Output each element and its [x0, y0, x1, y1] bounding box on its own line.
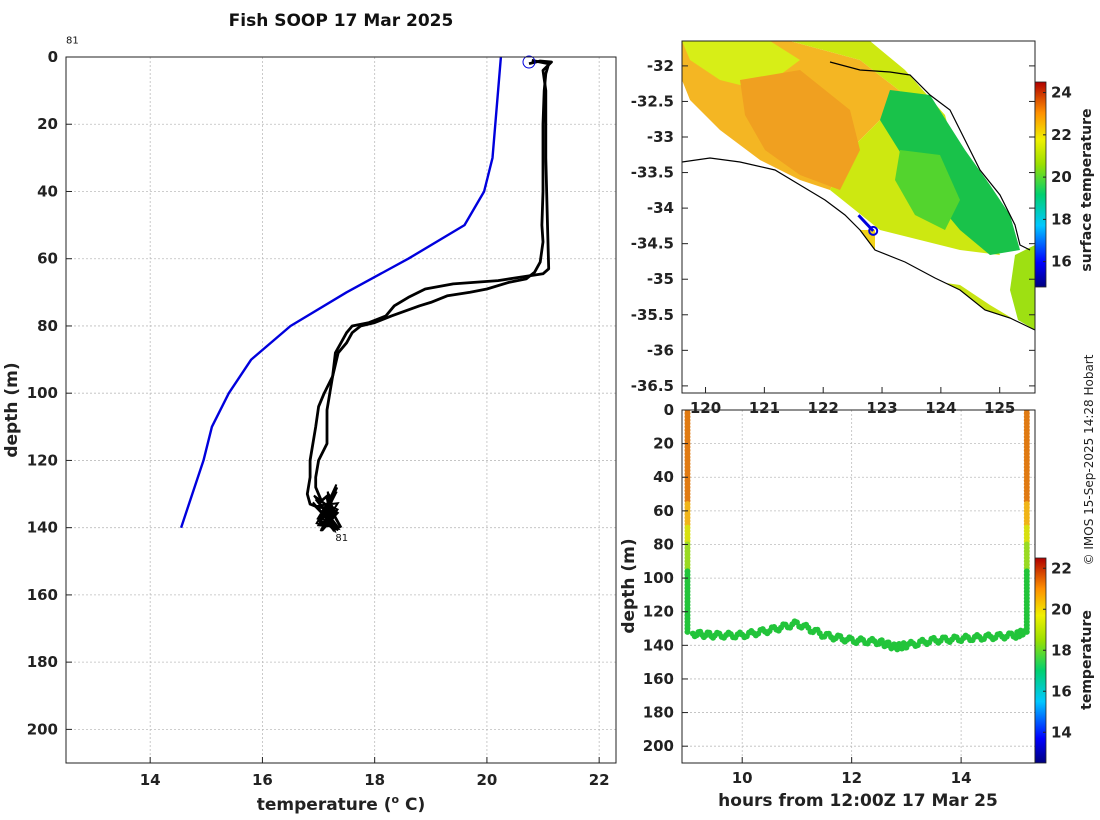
series-climatology [179, 56, 503, 529]
temperature-colorbar-ticks: 14 16 18 20 22 [1043, 559, 1072, 741]
section-y-tick-label: 0 [664, 401, 674, 419]
map-content [682, 41, 1035, 393]
map-panel: -32 -32.5 -33 -33.5 -34 -34.5 -35 -35.5 -36 -36.5… [631, 40, 1095, 417]
coastline-north [829, 61, 1031, 251]
vessel-position-marker [868, 225, 879, 236]
section-y-tick-label: 80 [653, 535, 674, 553]
section-grid [682, 409, 1035, 763]
map-y-tick-label: -34 [647, 199, 674, 217]
y-tick-label: 200 [27, 720, 58, 738]
section-x-tick-label: 12 [841, 769, 862, 787]
sst-orange-band [740, 70, 860, 190]
section-y-tick-label: 60 [653, 502, 674, 520]
temp-cb-tick-label: 18 [1051, 641, 1072, 659]
profile-annotation: 81 [335, 533, 348, 544]
section-y-tick-label: 160 [643, 670, 674, 688]
y-tick-label: 140 [27, 519, 58, 537]
map-y-tick-label: -32.5 [631, 92, 674, 110]
map-y-tick-label: -33.5 [631, 164, 674, 182]
temperature-colorbar [1034, 557, 1047, 764]
map-y-tick-label: -35.5 [631, 306, 674, 324]
y-tick-label: 100 [27, 384, 58, 402]
section-y-tick-label: 100 [643, 569, 674, 587]
surface-marker [522, 55, 536, 69]
temp-cb-tick-label: 22 [1051, 559, 1072, 577]
section-y-tick-label: 20 [653, 435, 674, 453]
land-mass [682, 158, 1035, 393]
y-tick-label: 160 [27, 586, 58, 604]
section-points [684, 410, 1030, 653]
temp-cb-tick-label: 16 [1051, 682, 1072, 700]
x-tick-label: 16 [252, 771, 273, 789]
map-x-tick-label: 122 [808, 399, 839, 417]
descent-point [684, 628, 691, 635]
map-y-tick-label: -35 [647, 270, 674, 288]
temp-cb-tick-label: 20 [1051, 600, 1072, 618]
section-y-tick-label: 180 [643, 704, 674, 722]
profile-ticks: 14 16 18 20 22 0 20 40 60 80 100 120 140 160 180 200 [27, 48, 610, 789]
map-y-tick-label: -32 [647, 57, 674, 75]
sst-cb-tick-label: 24 [1051, 84, 1072, 102]
section-y-tick-label: 140 [643, 636, 674, 654]
sst-cb-tick-label: 18 [1051, 210, 1072, 228]
sst-east-patch [1010, 245, 1035, 330]
y-tick-label: 180 [27, 653, 58, 671]
section-frame [681, 409, 1036, 764]
credit-text: © IMOS 15-Sep-2025 14:28 Hobart [1082, 354, 1096, 565]
map-x-tick-label: 123 [866, 399, 897, 417]
sst-colorbar [1034, 81, 1047, 288]
x-tick-label: 20 [476, 771, 497, 789]
sst-cool-band [880, 90, 1020, 255]
sst-cb-tick-label: 20 [1051, 168, 1072, 186]
y-tick-label: 80 [37, 317, 58, 335]
section-x-tick-label: 14 [951, 769, 972, 787]
section-y-tick-label: 120 [643, 603, 674, 621]
profile-lines: 81 81 [66, 36, 553, 544]
profile-frame [65, 56, 617, 764]
y-tick-label: 20 [37, 115, 58, 133]
map-ticks: -32 -32.5 -33 -33.5 -34 -34.5 -35 -35.5 -36 -36.5… [631, 57, 1035, 417]
section-y-tick-label: 40 [653, 468, 674, 486]
temperature-colorbar-label: temperature [1079, 610, 1095, 710]
series-bottom-cluster [312, 484, 341, 534]
map-y-tick-label: -36.5 [631, 377, 674, 395]
sst-green-patch [895, 150, 960, 230]
sst-colorbar-ticks: 16 18 20 22 24 [1043, 84, 1072, 271]
map-y-tick-label: -33 [647, 128, 674, 146]
section-xlabel: hours from 12:00Z 17 Mar 25 [718, 791, 998, 811]
map-y-tick-label: -34.5 [631, 235, 674, 253]
x-tick-label: 14 [140, 771, 161, 789]
series-profile-up [305, 59, 551, 529]
profile-panel: 81 81 14 16 18 20 22 0 20 40 60 80 100 120 140 160 180 2… [2, 36, 617, 815]
sst-cb-tick-label: 22 [1051, 126, 1072, 144]
map-x-tick-label: 124 [925, 399, 956, 417]
x-tick-label: 22 [589, 771, 610, 789]
temp-cb-tick-label: 14 [1051, 723, 1072, 741]
y-tick-label: 40 [37, 182, 58, 200]
figure-title: Fish SOOP 17 Mar 2025 [229, 11, 454, 31]
sst-colorbar-label: surface temperature [1079, 108, 1095, 271]
map-x-tick-label: 121 [749, 399, 780, 417]
y-tick-label: 120 [27, 451, 58, 469]
section-ylabel: depth (m) [619, 538, 639, 633]
section-x-tick-label: 10 [732, 769, 753, 787]
map-x-tick-label: 125 [984, 399, 1015, 417]
profile-grid [66, 56, 616, 763]
x-tick-label: 18 [364, 771, 385, 789]
map-x-tick-label: 120 [690, 399, 721, 417]
bottom-point [1020, 628, 1027, 635]
series-profile-down [314, 59, 553, 503]
coastline-south [682, 157, 1035, 331]
y-tick-label: 0 [48, 48, 58, 66]
profile-annotation: 81 [66, 36, 79, 47]
section-y-tick-label: 200 [643, 737, 674, 755]
y-tick-label: 60 [37, 250, 58, 268]
map-y-tick-label: -36 [647, 341, 674, 359]
profile-xlabel: temperature (o C) [257, 793, 426, 815]
sst-cb-tick-label: 16 [1051, 253, 1072, 271]
profile-ylabel: depth (m) [2, 362, 22, 457]
